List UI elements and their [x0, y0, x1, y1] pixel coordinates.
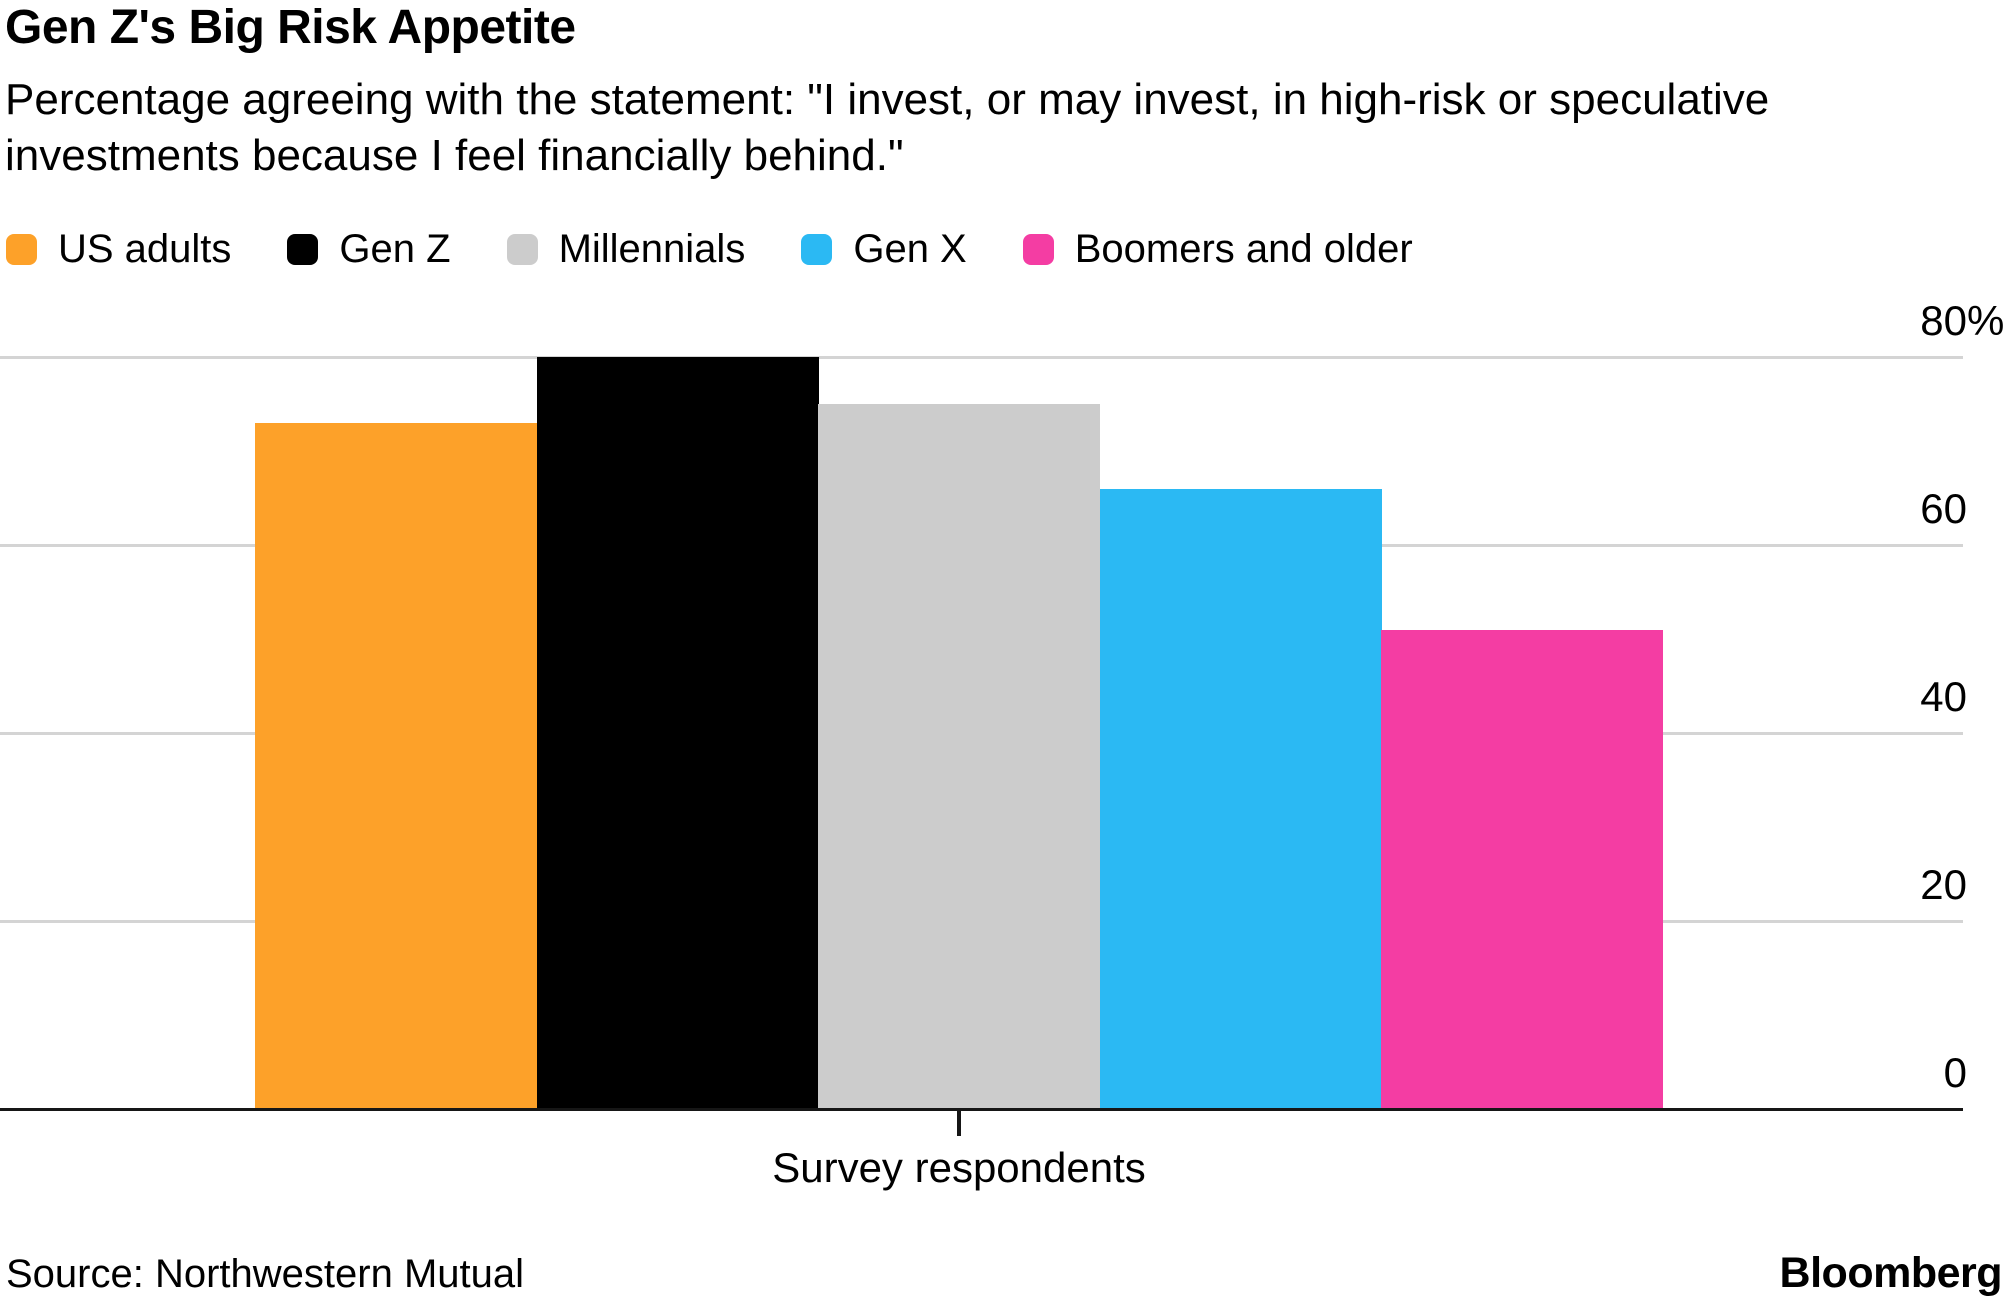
ytick-label-40: 40 [1920, 673, 1967, 720]
legend-swatch-boomers-and-older [1022, 233, 1054, 265]
legend-swatch-us-adults [6, 233, 37, 265]
legend: US adults Gen Z Millennials Gen X Boomers an… [6, 227, 1413, 271]
source-note: Source: Northwestern Mutual [6, 1252, 525, 1296]
x-axis-label: Survey respondents [772, 1144, 1146, 1191]
bar-boomers-and-older [1381, 630, 1663, 1109]
legend-label-gen-z: Gen Z [339, 227, 451, 271]
legend-label-us-adults: US adults [58, 227, 232, 271]
legend-item-boomers-and-older: Boomers and older [1022, 227, 1413, 271]
legend-item-gen-z: Gen Z [287, 227, 451, 271]
gridline-80 [0, 356, 1963, 359]
bloomberg-logo: Bloomberg [1779, 1249, 2003, 1297]
legend-item-us-adults: US adults [6, 227, 231, 271]
x-axis-baseline [0, 1108, 1963, 1111]
legend-swatch-millennials [506, 233, 538, 265]
bar-gen-z [537, 357, 819, 1109]
x-axis-tick [957, 1110, 961, 1136]
bar-millennials [818, 404, 1100, 1109]
legend-label-gen-x: Gen X [853, 227, 967, 271]
ytick-label-0: 0 [1943, 1049, 1967, 1096]
ytick-label-20: 20 [1920, 861, 1967, 908]
legend-item-gen-x: Gen X [801, 227, 967, 271]
bar-gen-x [1100, 489, 1382, 1109]
ytick-label-80: 80% [1920, 295, 2004, 347]
legend-label-boomers-and-older: Boomers and older [1074, 227, 1413, 271]
bar-us-adults [255, 423, 537, 1109]
legend-item-millennials: Millennials [506, 227, 746, 271]
page-title: Gen Z's Big Risk Appetite [5, 1, 576, 54]
legend-label-millennials: Millennials [558, 227, 746, 271]
ytick-label-60: 60 [1920, 485, 1967, 532]
chart-subtitle: Percentage agreeing with the statement: … [5, 75, 1770, 180]
percent-suffix: % [1967, 297, 2005, 344]
legend-swatch-gen-z [287, 233, 319, 265]
legend-swatch-gen-x [801, 233, 833, 265]
